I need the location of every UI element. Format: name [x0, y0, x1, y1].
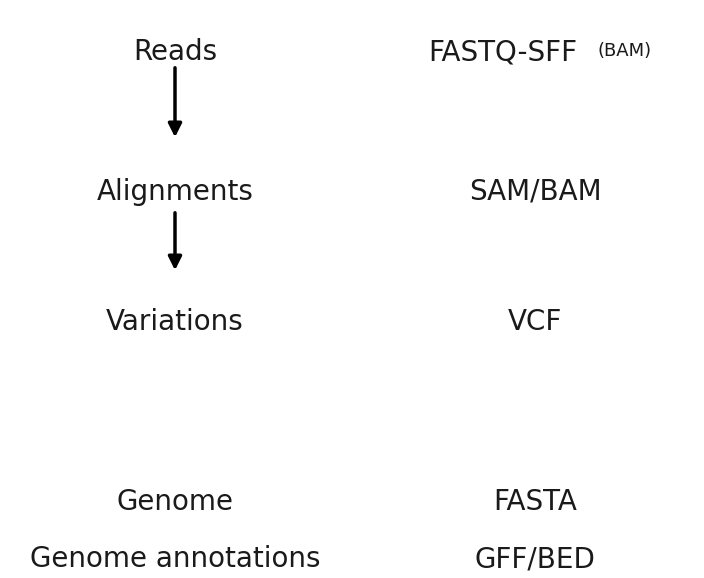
Text: Variations: Variations: [106, 308, 244, 336]
Text: VCF: VCF: [508, 308, 562, 336]
Text: Genome: Genome: [116, 488, 234, 516]
Text: Alignments: Alignments: [96, 178, 253, 206]
Text: FASTQ-SFF: FASTQ-SFF: [429, 38, 577, 66]
Text: FASTA: FASTA: [493, 488, 577, 516]
Text: Genome annotations: Genome annotations: [30, 545, 320, 573]
Text: (BAM): (BAM): [598, 42, 652, 60]
Text: GFF/BED: GFF/BED: [474, 545, 596, 573]
Text: SAM/BAM: SAM/BAM: [469, 178, 601, 206]
Text: Reads: Reads: [133, 38, 217, 66]
